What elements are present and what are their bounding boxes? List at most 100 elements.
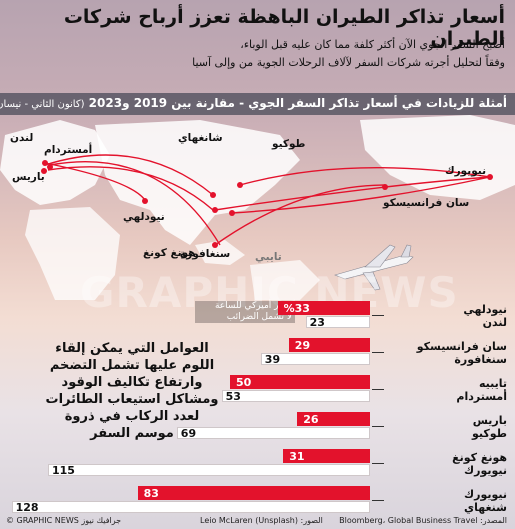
bar-increase-label-3: 26 [303,413,319,426]
dot-amsterdam [47,164,53,170]
chart-legend: دولار أميركي للساعة لا تشمل الضرائب [195,301,295,323]
route-label-4: هونغ كونغ نيويورك [377,451,507,477]
route-map: لندن أمستردام باريس نيودلهي شانغهاي طوكي… [0,115,515,300]
bar-increase-4 [283,449,370,463]
city-london: لندن [10,132,34,144]
route-origin-3: باريس [472,414,507,427]
asia-landmass [95,120,300,245]
factors-line-5: لعدد الركاب في ذروة [64,409,200,424]
dot-hongkong [229,210,235,216]
route-destination-3: طوكيو [471,427,507,440]
bar-base-2 [221,390,370,402]
africa-landmass [25,207,120,300]
fare-increase-chart: دولار أميركي للساعة لا تشمل الضرائب العو… [0,296,515,529]
city-tokyo: طوكيو [272,138,306,150]
route-connector-1 [372,352,384,353]
route-label-2: تايبيه أمستردام [377,377,507,403]
city-taipei: تايبي [255,251,282,263]
watermark: GRAPHIC NEWS [80,268,459,317]
legend-line-2: لا تشمل الضرائب [195,312,295,323]
bar-base-label-3: 69 [180,427,197,440]
route-london-newdelhi [44,154,214,196]
route-origin-5: نيويورك [464,488,507,501]
city-newyork: نيويورك [445,165,487,177]
city-shanghai: شانغهاي [178,132,223,144]
bar-increase-3 [297,412,370,426]
city-paris: باريس [12,171,45,183]
factors-line-3: وارتفاع تكاليف الوقود [61,375,203,390]
route-destination-2: أمستردام [456,390,507,403]
footer-photo-credit: الصور: Leio McLaren (Unsplash) [200,516,323,525]
section-band: أمثلة للزيادات في أسعار تذاكر السفر الجو… [0,93,515,115]
bar-increase-0 [277,301,370,315]
route-origin-1: سان فرانسيسكو [416,340,507,353]
australia-landmass [250,260,320,300]
footer-brand: © GRAPHIC NEWS جرافيك نيوز [6,516,122,525]
dot-tokyo [237,182,243,188]
route-label-5: نيويورك شنغهاي [377,488,507,514]
route-origin-0: نيودلهي [463,303,507,316]
bar-increase-label-0: %33 [283,302,310,315]
route-connector-0 [372,315,384,316]
dot-sanfrancisco [382,184,388,190]
section-band-text: أمثلة للزيادات في أسعار تذاكر السفر الجو… [0,96,507,110]
route-newyork-hongkong [231,176,491,214]
world-map [0,115,515,300]
route-sf-singapore [214,184,386,246]
dot-shanghai [210,192,216,198]
factors-line-2: اللوم عليها تشمل التضخم [49,358,215,373]
factors-note: العوامل التي يمكن إلقاء اللوم عليها تشمل… [32,340,232,442]
dot-singapore [212,242,218,248]
bar-increase-label-2: 50 [236,376,252,389]
route-origin-4: هونغ كونغ [452,451,507,464]
route-lines [44,154,491,246]
route-newyork-shanghai [214,176,491,211]
bar-base-label-4: 115 [52,464,75,477]
dot-newdelhi [142,198,148,204]
route-destination-1: سنغافورة [454,353,507,366]
dot-newyork [487,174,493,180]
section-period: (كانون الثاني - نيسان) [0,99,85,110]
route-connector-3 [372,426,384,427]
factors-line-4: ومشاكل استيعاب الطائرات [45,392,219,407]
city-dots [41,160,493,248]
bar-increase-2 [230,375,370,389]
city-sanfrancisco: سان فرانسيسكو [383,197,470,209]
route-amsterdam-taipei [49,161,221,246]
dot-paris [41,168,47,174]
bar-increase-label-1: 29 [294,339,311,352]
subtitle-line-2: وفقاً لتحليل أجرته شركات السفر لآلاف الر… [192,56,505,69]
city-amsterdam: أمستردام [44,144,93,156]
city-singapore: سنغافورة [180,248,231,260]
se-asia-landmass [195,240,245,265]
route-connector-4 [372,463,384,464]
route-label-3: باريس طوكيو [377,414,507,440]
bar-base-label-1: 39 [264,353,281,366]
subtitle-line-1: أصبح السفر الجوي الآن أكثر كلفة مما كان … [240,38,505,51]
route-label-1: سان فرانسيسكو سنغافورة [377,340,507,366]
bar-increase-1 [288,338,370,352]
city-newdelhi: نيودلهي [123,211,165,223]
bar-base-0 [305,316,370,328]
factors-line-6: موسم السفر [90,426,174,441]
bar-increase-5 [137,486,370,500]
route-destination-0: لندن [482,316,507,329]
route-newyork-tokyo [239,167,491,186]
bar-base-5 [11,501,370,513]
bar-base-1 [260,353,370,365]
factors-line-1: العوامل التي يمكن إلقاء [55,341,209,356]
section-title: أمثلة للزيادات في أسعار تذاكر السفر الجو… [88,96,507,110]
bar-increase-label-4: 31 [289,450,305,463]
route-origin-2: تايبيه [478,377,507,390]
page-title: أسعار تذاكر الطيران الباهظة تعزز أرباح ش… [63,6,505,50]
bar-base-label-0: 23 [309,316,325,329]
bar-base-3 [176,427,370,439]
dot-london [42,160,48,166]
footer-source: المصدر: Bloomberg، Global Business Trave… [339,516,507,525]
route-label-0: نيودلهي لندن [377,303,507,329]
city-hongkong: هونغ كونغ [143,247,196,259]
route-connector-2 [372,389,384,390]
route-london-delhi [44,162,146,201]
legend-line-1: دولار أميركي للساعة [195,301,295,312]
